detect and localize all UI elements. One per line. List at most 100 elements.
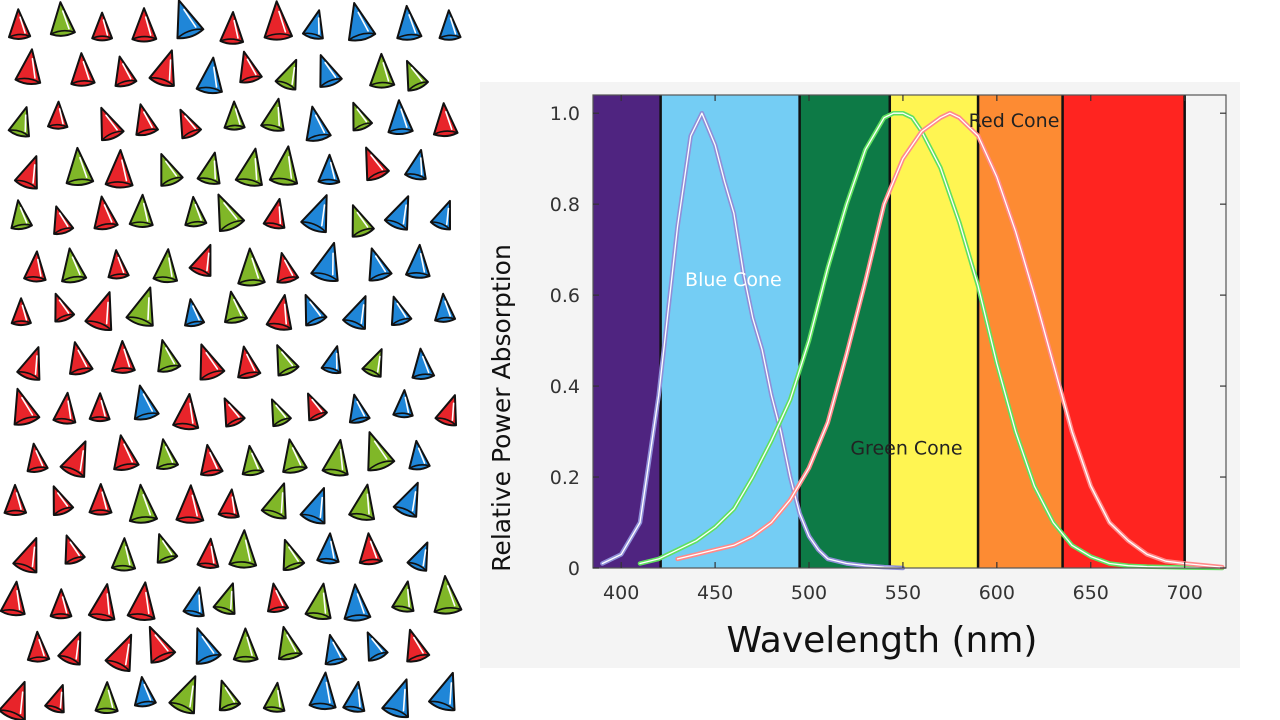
y-axis-label: Relative Power Absorption — [487, 244, 516, 572]
chart-svg: Blue Cone Red Cone Green Cone 400 450 500 550… — [487, 94, 1227, 661]
cone-cell — [366, 631, 389, 662]
cone-cell — [361, 348, 383, 378]
green-cone-line-highlight — [639, 112, 1223, 569]
cone-cell — [12, 537, 38, 574]
cone-cell — [228, 529, 258, 569]
cone-cell — [3, 483, 28, 517]
cone-cell — [184, 298, 206, 328]
cone-cell — [54, 292, 76, 323]
x-tick-label-450: 450 — [697, 582, 733, 604]
cone-cell — [52, 391, 77, 425]
color-band-6 — [1184, 95, 1226, 568]
cone-cell — [7, 106, 30, 138]
cone-cell — [343, 583, 372, 622]
y-tick-label-0: 0 — [568, 558, 580, 580]
cone-cell — [70, 52, 96, 87]
cone-cell — [87, 583, 116, 622]
cone-cell — [49, 588, 73, 620]
cone-cell — [406, 628, 431, 663]
cone-cell — [126, 581, 156, 622]
x-tick-label-650: 650 — [1073, 582, 1109, 604]
cone-cell — [196, 151, 221, 185]
blue-cone-line-highlight — [601, 112, 904, 569]
cone-cell — [84, 291, 113, 331]
cone-cell — [300, 194, 328, 234]
cone-cell — [176, 0, 205, 40]
cone-cell — [93, 195, 119, 231]
cone-cell — [348, 393, 371, 424]
cone-cell — [49, 1, 76, 37]
cone-cell — [182, 586, 205, 618]
cone-cell — [408, 439, 431, 471]
cone-cell — [427, 671, 456, 712]
cone-cell — [232, 627, 259, 663]
cone-cell — [310, 241, 339, 282]
cone-cell — [276, 252, 300, 284]
color-band-1 — [660, 95, 800, 568]
x-tick-label-600: 600 — [979, 582, 1015, 604]
cone-cell — [277, 625, 303, 661]
y-tick-label-1: 0.2 — [550, 467, 580, 489]
cone-cell — [114, 55, 138, 88]
cone-cell — [263, 0, 294, 41]
cone-cell — [316, 532, 340, 565]
cone-cell — [219, 11, 245, 45]
green-cone-label: Green Cone — [850, 437, 962, 459]
color-band-3 — [889, 95, 979, 568]
cone-cell — [381, 678, 410, 719]
cone-cell — [320, 345, 342, 375]
series-lines — [600, 110, 1225, 571]
color-band-5 — [1062, 95, 1185, 568]
cone-cell — [91, 11, 114, 42]
cone-cell — [94, 681, 119, 715]
cone-cell — [100, 106, 125, 142]
blue-cone-label: Blue Cone — [685, 269, 782, 291]
cone-cell — [195, 627, 222, 665]
cone-cell — [152, 248, 179, 284]
cone-cell — [218, 679, 242, 712]
cone-cell — [128, 483, 159, 524]
cone-cell — [299, 487, 326, 525]
cone-cell — [434, 292, 457, 323]
cone-cell — [262, 197, 286, 230]
cone-cell — [135, 103, 159, 137]
cone-cell — [16, 346, 41, 381]
cone-cell — [391, 580, 415, 613]
cone-cell — [223, 100, 246, 131]
cone-cell — [390, 295, 413, 327]
cone-cell — [195, 56, 223, 95]
cone-cell — [217, 193, 246, 233]
color-band-0 — [593, 95, 661, 568]
cone-cell — [13, 387, 41, 426]
series-annotations: Blue Cone Red Cone Green Cone — [685, 110, 1059, 459]
cone-cell — [168, 675, 197, 715]
cone-cell — [157, 339, 182, 373]
cone-cell — [282, 538, 306, 571]
cone-cell — [304, 293, 328, 327]
x-tick-label-700: 700 — [1167, 582, 1203, 604]
cone-cell — [396, 4, 423, 41]
cone-cell — [260, 97, 285, 132]
y-tick-label-3: 0.6 — [550, 285, 580, 307]
cone-cell — [113, 434, 140, 471]
cone-cell — [348, 483, 376, 521]
cone-cell — [317, 153, 341, 185]
cone-cell — [10, 199, 33, 231]
cone-cell — [404, 148, 427, 181]
cone-cell — [351, 204, 375, 238]
cone-cell — [383, 195, 410, 231]
cone-cell — [125, 286, 154, 327]
cone-cell — [282, 438, 308, 474]
cone-cell — [53, 205, 75, 236]
cone-cell — [369, 52, 396, 89]
cone-cell — [434, 394, 458, 427]
cone-cell — [44, 683, 65, 714]
cone-cell — [347, 2, 377, 42]
cone-cell — [265, 293, 293, 331]
cone-cell — [148, 49, 175, 87]
cone-cell — [133, 675, 157, 708]
cone-cell — [237, 247, 266, 287]
cone-cell — [358, 532, 383, 566]
cone-cell — [88, 483, 113, 516]
cone-cell — [304, 582, 332, 620]
